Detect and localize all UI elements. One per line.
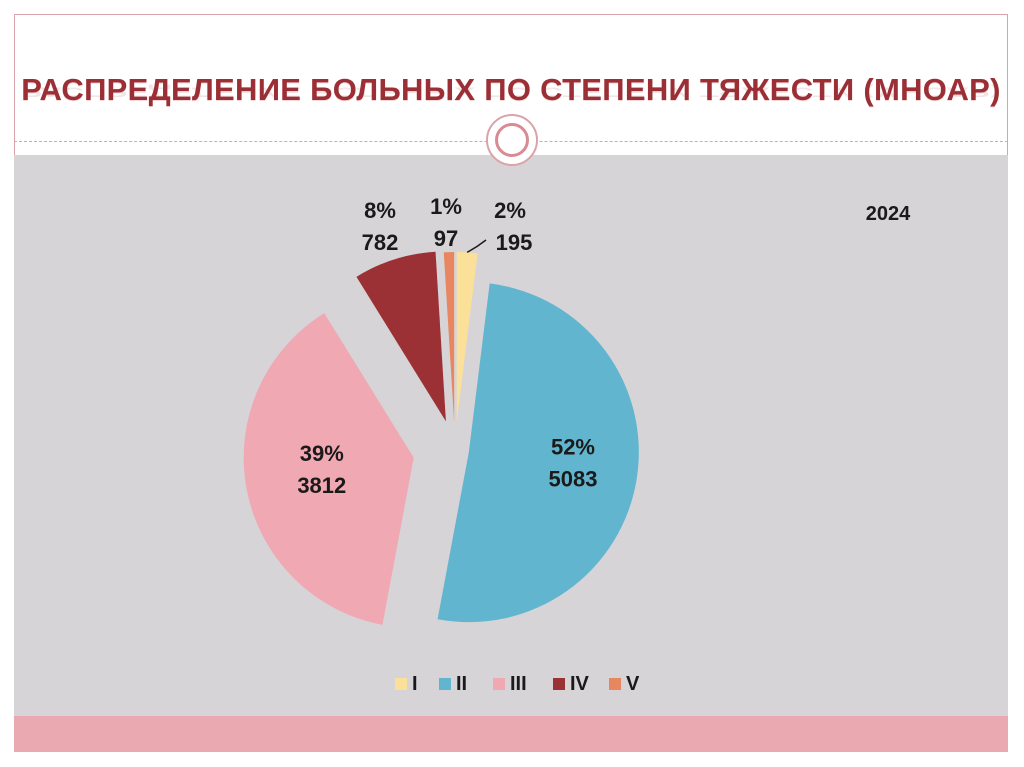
percent-label-II: 52% — [551, 434, 595, 459]
pie-slice-IV — [356, 251, 446, 422]
pie-slice-II — [437, 283, 639, 623]
percent-label-I: 2% — [494, 198, 526, 223]
percent-label-IV: 8% — [364, 198, 396, 223]
legend-label-III: III — [510, 673, 527, 695]
leader-line-I — [466, 239, 487, 254]
legend: I II III IV V — [395, 673, 640, 695]
value-label-V: 97 — [434, 226, 458, 251]
value-label-II: 5083 — [549, 466, 598, 491]
legend-swatch-II — [439, 678, 451, 690]
legend-swatch-IV — [553, 678, 565, 690]
legend-swatch-I — [395, 678, 407, 690]
pie-slice-I — [456, 252, 478, 423]
legend-swatch-III — [493, 678, 505, 690]
value-label-IV: 782 — [362, 230, 399, 255]
legend-label-V: V — [626, 673, 640, 695]
legend-swatch-V — [609, 678, 621, 690]
value-label-I: 195 — [496, 230, 533, 255]
pie-slice-V — [443, 252, 455, 423]
slide-title: РАСПРЕДЕЛЕНИЕ БОЛЬНЫХ ПО СТЕПЕНИ ТЯЖЕСТИ… — [21, 72, 1001, 107]
year-annotation: 2024 — [866, 203, 911, 225]
decorative-circle-icon — [486, 114, 538, 166]
percent-label-V: 1% — [430, 194, 462, 219]
pie-slice-III — [243, 313, 414, 625]
legend-label-IV: IV — [570, 673, 590, 695]
percent-label-III: 39% — [300, 441, 344, 466]
legend-label-I: I — [412, 673, 418, 695]
bottom-band — [14, 716, 1008, 752]
value-label-III: 3812 — [297, 473, 346, 498]
legend-label-II: II — [456, 673, 467, 695]
